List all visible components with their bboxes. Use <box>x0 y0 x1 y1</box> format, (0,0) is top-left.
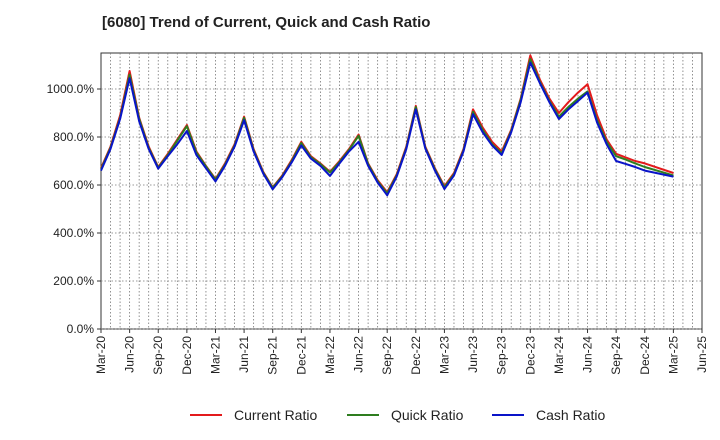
series-line-cash-ratio <box>100 61 674 197</box>
grid <box>101 53 702 330</box>
x-tick-label: Dec-24 <box>638 336 652 375</box>
legend-label-quick-ratio: Quick Ratio <box>391 407 464 423</box>
x-tick-label: Mar-25 <box>666 336 680 374</box>
x-tick-label: Sep-23 <box>495 336 509 375</box>
x-tick-label: Mar-21 <box>208 336 222 374</box>
y-tick-label: 1000.0% <box>47 82 95 96</box>
x-tick-label: Sep-21 <box>266 336 280 375</box>
y-tick-label: 800.0% <box>53 130 94 144</box>
x-tick-label: Dec-22 <box>409 336 423 375</box>
x-tick-label: Jun-20 <box>123 336 137 373</box>
y-tick-label: 0.0% <box>67 322 95 336</box>
x-tick-label: Mar-20 <box>94 336 108 374</box>
x-tick-label: Jun-24 <box>581 336 595 373</box>
x-tick-label: Dec-20 <box>180 336 194 375</box>
y-tick-label: 600.0% <box>53 178 94 192</box>
x-tick-label: Sep-20 <box>151 336 165 375</box>
x-tick-label: Jun-21 <box>237 336 251 373</box>
legend: Current Ratio Quick Ratio Cash Ratio <box>190 407 605 423</box>
x-tick-label: Jun-22 <box>352 336 366 373</box>
y-axis: 0.0% 200.0% 400.0% 600.0% 800.0% 1000.0% <box>47 82 101 336</box>
series-layer <box>100 54 674 197</box>
legend-label-current-ratio: Current Ratio <box>234 407 317 423</box>
y-tick-label: 200.0% <box>53 274 94 288</box>
x-tick-label: Mar-24 <box>552 336 566 374</box>
legend-label-cash-ratio: Cash Ratio <box>536 407 605 423</box>
x-tick-label: Mar-22 <box>323 336 337 374</box>
x-tick-label: Dec-23 <box>523 336 537 375</box>
chart-title: [6080] Trend of Current, Quick and Cash … <box>102 14 431 31</box>
x-tick-label: Dec-21 <box>294 336 308 375</box>
x-tick-label: Sep-24 <box>609 336 623 375</box>
plot-area-frame <box>100 52 703 330</box>
x-tick-label: Mar-23 <box>437 336 451 374</box>
x-tick-label: Jun-23 <box>466 336 480 373</box>
x-axis: Mar-20 Jun-20 Sep-20 Dec-20 Mar-21 Jun-21 Sep-… <box>94 329 709 375</box>
x-tick-label: Jun-25 <box>695 336 709 373</box>
x-tick-label: Sep-22 <box>380 336 394 375</box>
y-tick-label: 400.0% <box>53 226 94 240</box>
